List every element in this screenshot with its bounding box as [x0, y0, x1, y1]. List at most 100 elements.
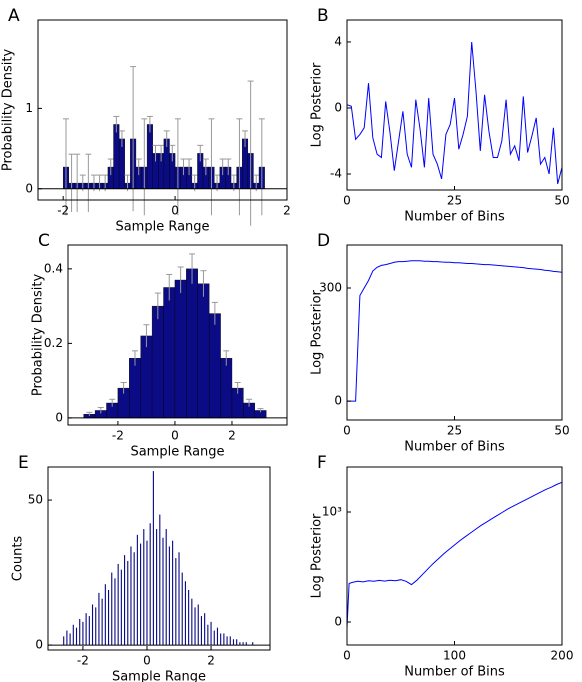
- bar: [98, 592, 100, 646]
- bar: [239, 642, 241, 646]
- bar: [101, 598, 103, 646]
- bar: [163, 287, 176, 419]
- y-axis-label: Log Posterior: [310, 62, 325, 147]
- bar: [223, 633, 225, 646]
- bar: [124, 555, 126, 646]
- bar: [140, 335, 153, 419]
- y-tick-label: 4: [334, 34, 342, 48]
- y-axis-label: Probability Density: [31, 274, 46, 397]
- x-tick-label: 0: [343, 649, 351, 663]
- bar: [156, 529, 158, 646]
- bar: [194, 607, 196, 646]
- bar: [188, 589, 190, 646]
- bar: [107, 589, 110, 646]
- x-tick-label: 25: [447, 194, 462, 208]
- bar: [104, 584, 106, 646]
- x-tick-label: 100: [443, 649, 466, 663]
- y-tick-label: 10³: [322, 504, 342, 518]
- bar: [159, 514, 161, 646]
- bar: [117, 563, 119, 646]
- bar: [140, 543, 142, 646]
- bar: [69, 633, 71, 646]
- x-axis-label: Number of Bins: [404, 665, 505, 680]
- y-tick-label: 1: [25, 101, 33, 115]
- bar: [220, 633, 222, 646]
- bar: [146, 124, 153, 189]
- bar: [146, 540, 148, 646]
- bar: [226, 636, 228, 646]
- x-tick-label: 2: [228, 429, 236, 443]
- bar: [175, 558, 177, 646]
- bar: [66, 630, 68, 646]
- bar: [85, 613, 87, 646]
- bar: [245, 642, 247, 646]
- bar: [242, 642, 244, 646]
- y-axis-label: Log Posterior: [310, 513, 325, 598]
- bar: [207, 624, 209, 646]
- x-tick-label: 25: [447, 424, 462, 438]
- bar: [172, 540, 174, 646]
- bar: [114, 578, 116, 646]
- x-tick-label: 2: [207, 654, 215, 668]
- x-axis-label: Number of Bins: [404, 210, 505, 225]
- bar: [178, 552, 180, 646]
- bar: [111, 572, 113, 646]
- x-tick-label: 0: [143, 654, 151, 668]
- y-tick-label: 0: [334, 100, 342, 114]
- bar: [133, 552, 135, 646]
- panel-label: E: [18, 453, 29, 473]
- line: [346, 41, 563, 185]
- bar: [151, 305, 164, 419]
- bar: [120, 569, 122, 646]
- bar: [181, 572, 183, 646]
- y-tick-label: 0: [55, 410, 63, 424]
- y-tick-label: 0: [35, 638, 43, 652]
- x-tick-label: 0: [343, 194, 351, 208]
- plot-frame: [346, 244, 563, 421]
- bar: [236, 639, 238, 646]
- bar: [143, 529, 145, 646]
- y-tick-label: 0: [334, 615, 342, 629]
- y-tick-label: 0: [334, 394, 342, 408]
- bar: [186, 268, 198, 419]
- panel-label: C: [38, 231, 50, 251]
- y-tick-label: 0: [25, 181, 33, 195]
- y-tick-label: 0.4: [44, 261, 63, 275]
- bar: [75, 627, 78, 646]
- bar: [82, 621, 84, 646]
- bar: [130, 546, 132, 646]
- x-tick-label: -2: [57, 204, 69, 218]
- line: [346, 481, 563, 628]
- x-tick-label: 0: [171, 204, 179, 218]
- y-tick-label: 50: [28, 493, 43, 507]
- bar: [63, 636, 65, 646]
- x-tick-label: 0: [171, 429, 179, 443]
- bar: [136, 534, 138, 646]
- x-axis-label: Sample Range: [112, 670, 206, 682]
- panel-label: F: [317, 453, 327, 473]
- bar: [91, 604, 94, 646]
- plot-frame: [346, 19, 563, 191]
- bar: [229, 636, 231, 646]
- bar: [197, 283, 210, 419]
- plot-frame: [346, 466, 563, 646]
- y-axis-label: Probability Density: [1, 49, 16, 172]
- bar: [79, 618, 81, 646]
- bar: [152, 471, 154, 646]
- bar: [232, 639, 235, 646]
- bar: [204, 613, 206, 646]
- y-tick-label: -4: [330, 166, 342, 180]
- y-tick-label: 300: [319, 280, 342, 294]
- x-axis-label: Sample Range: [115, 220, 209, 235]
- bar: [149, 523, 151, 646]
- y-axis-label: Counts: [11, 536, 26, 582]
- bar: [113, 124, 120, 189]
- panel-label: A: [8, 6, 20, 26]
- bar: [216, 627, 219, 646]
- bar: [200, 616, 203, 646]
- bar: [88, 616, 90, 646]
- line: [347, 260, 563, 402]
- bar: [208, 313, 221, 419]
- bar: [162, 537, 164, 646]
